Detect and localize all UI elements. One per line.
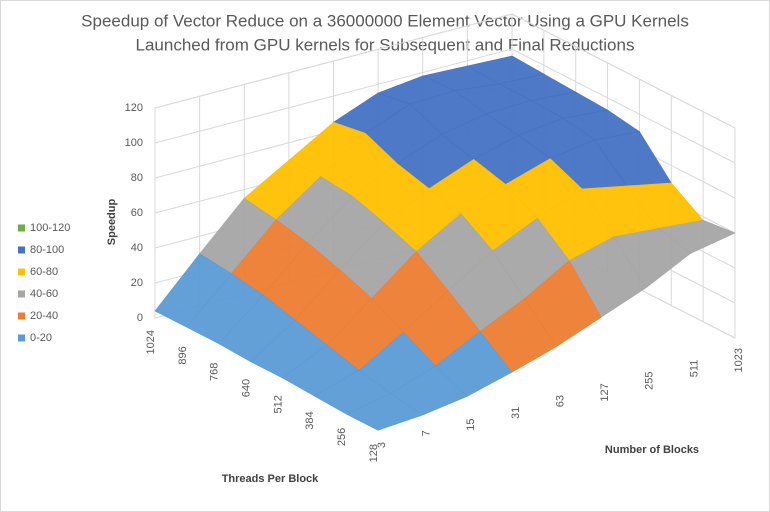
z-tick-label: 0 <box>137 312 143 324</box>
legend-label: 0-20 <box>30 332 52 344</box>
chart-title: Speedup of Vector Reduce on a 36000000 E… <box>81 11 689 30</box>
z-tick-label: 20 <box>131 277 143 289</box>
z-tick-label: 80 <box>131 172 143 184</box>
legend-swatch <box>18 246 25 254</box>
depth-tick-label: 768 <box>209 363 221 381</box>
z-axis-title: Speedup <box>106 198 118 245</box>
legend-swatch <box>18 224 25 232</box>
depth-tick-label: 384 <box>304 411 316 429</box>
legend-label: 60-80 <box>30 266 58 278</box>
z-tick-label: 40 <box>131 242 143 254</box>
grid-line <box>154 48 736 164</box>
depth-tick-label: 1024 <box>145 330 157 354</box>
depth-tick-label: 512 <box>272 395 284 413</box>
surface-cell <box>345 393 424 431</box>
legend-label: 40-60 <box>30 288 58 300</box>
depth-tick-label: 256 <box>336 428 348 446</box>
x-tick-label: 3 <box>376 442 388 448</box>
legend-label: 20-40 <box>30 310 58 322</box>
x-tick-label: 7 <box>421 430 433 436</box>
x-tick-label: 127 <box>599 383 611 401</box>
depth-tick-label: 640 <box>240 379 252 397</box>
x-tick-label: 1023 <box>733 348 745 372</box>
depth-axis-title: Threads Per Block <box>222 473 319 485</box>
x-tick-label: 31 <box>510 407 522 419</box>
legend-swatch <box>18 334 25 342</box>
grid-line <box>154 13 736 129</box>
depth-tick-label: 128 <box>368 444 380 462</box>
depth-tick-label: 896 <box>177 346 189 364</box>
z-tick-label: 60 <box>131 207 143 219</box>
legend-swatch <box>18 268 25 276</box>
legend-label: 80-100 <box>30 244 64 256</box>
z-tick-label: 100 <box>125 137 143 149</box>
x-tick-label: 511 <box>688 360 700 378</box>
x-tick-label: 15 <box>465 419 477 431</box>
z-tick-label: 120 <box>125 102 143 114</box>
legend-swatch <box>18 312 25 320</box>
legend-label: 100-120 <box>30 222 70 234</box>
x-tick-label: 63 <box>554 395 566 407</box>
x-tick-label: 255 <box>644 372 656 390</box>
legend-swatch <box>18 290 25 298</box>
x-axis-title: Number of Blocks <box>605 444 699 456</box>
